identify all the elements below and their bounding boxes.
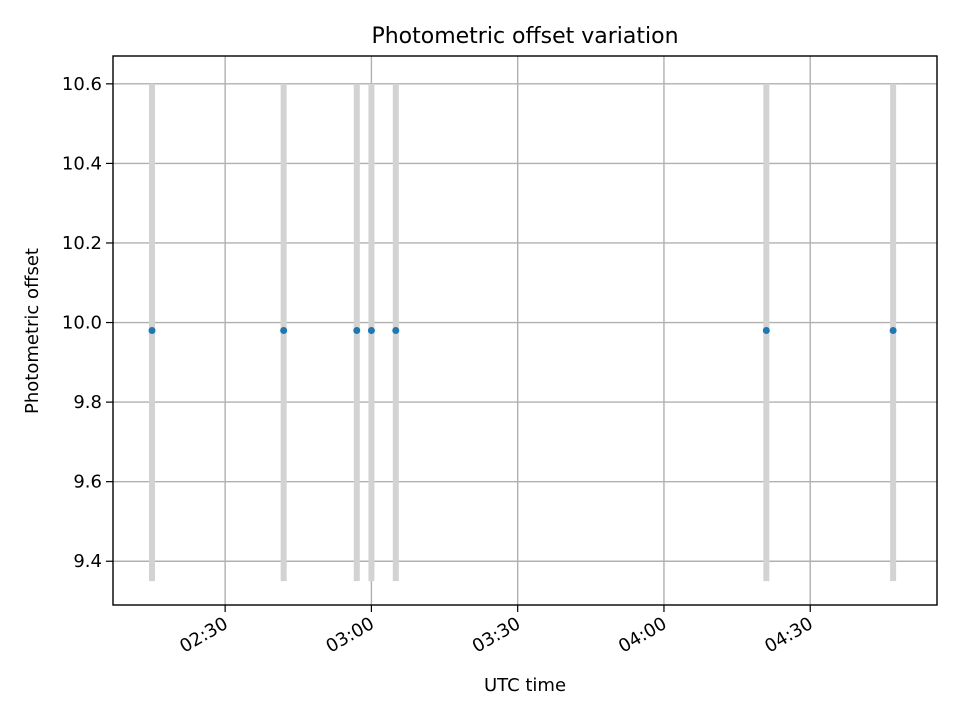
data-point bbox=[889, 327, 897, 334]
data-point bbox=[353, 327, 361, 334]
y-tick-label: 9.6 bbox=[73, 472, 102, 493]
y-tick-label: 10.2 bbox=[62, 233, 102, 254]
data-points bbox=[148, 327, 897, 334]
y-tick-label: 9.8 bbox=[73, 392, 102, 413]
data-point bbox=[148, 327, 156, 334]
chart-title: Photometric offset variation bbox=[371, 24, 678, 49]
y-tick-label: 10.0 bbox=[62, 313, 102, 334]
data-point bbox=[392, 327, 400, 334]
data-point bbox=[280, 327, 288, 334]
data-point bbox=[367, 327, 375, 334]
y-tick-label: 9.4 bbox=[73, 551, 102, 572]
y-tick-label: 10.4 bbox=[62, 153, 102, 174]
y-axis-ticks: 9.4 9.6 9.8 10.0 10.2 10.4 10.6 bbox=[62, 74, 113, 572]
data-point bbox=[762, 327, 770, 334]
grid bbox=[113, 56, 937, 605]
y-tick-label: 10.6 bbox=[62, 74, 102, 95]
x-axis-label: UTC time bbox=[484, 675, 566, 696]
plot-frame bbox=[112, 55, 938, 606]
y-axis-label: Photometric offset bbox=[22, 248, 43, 414]
